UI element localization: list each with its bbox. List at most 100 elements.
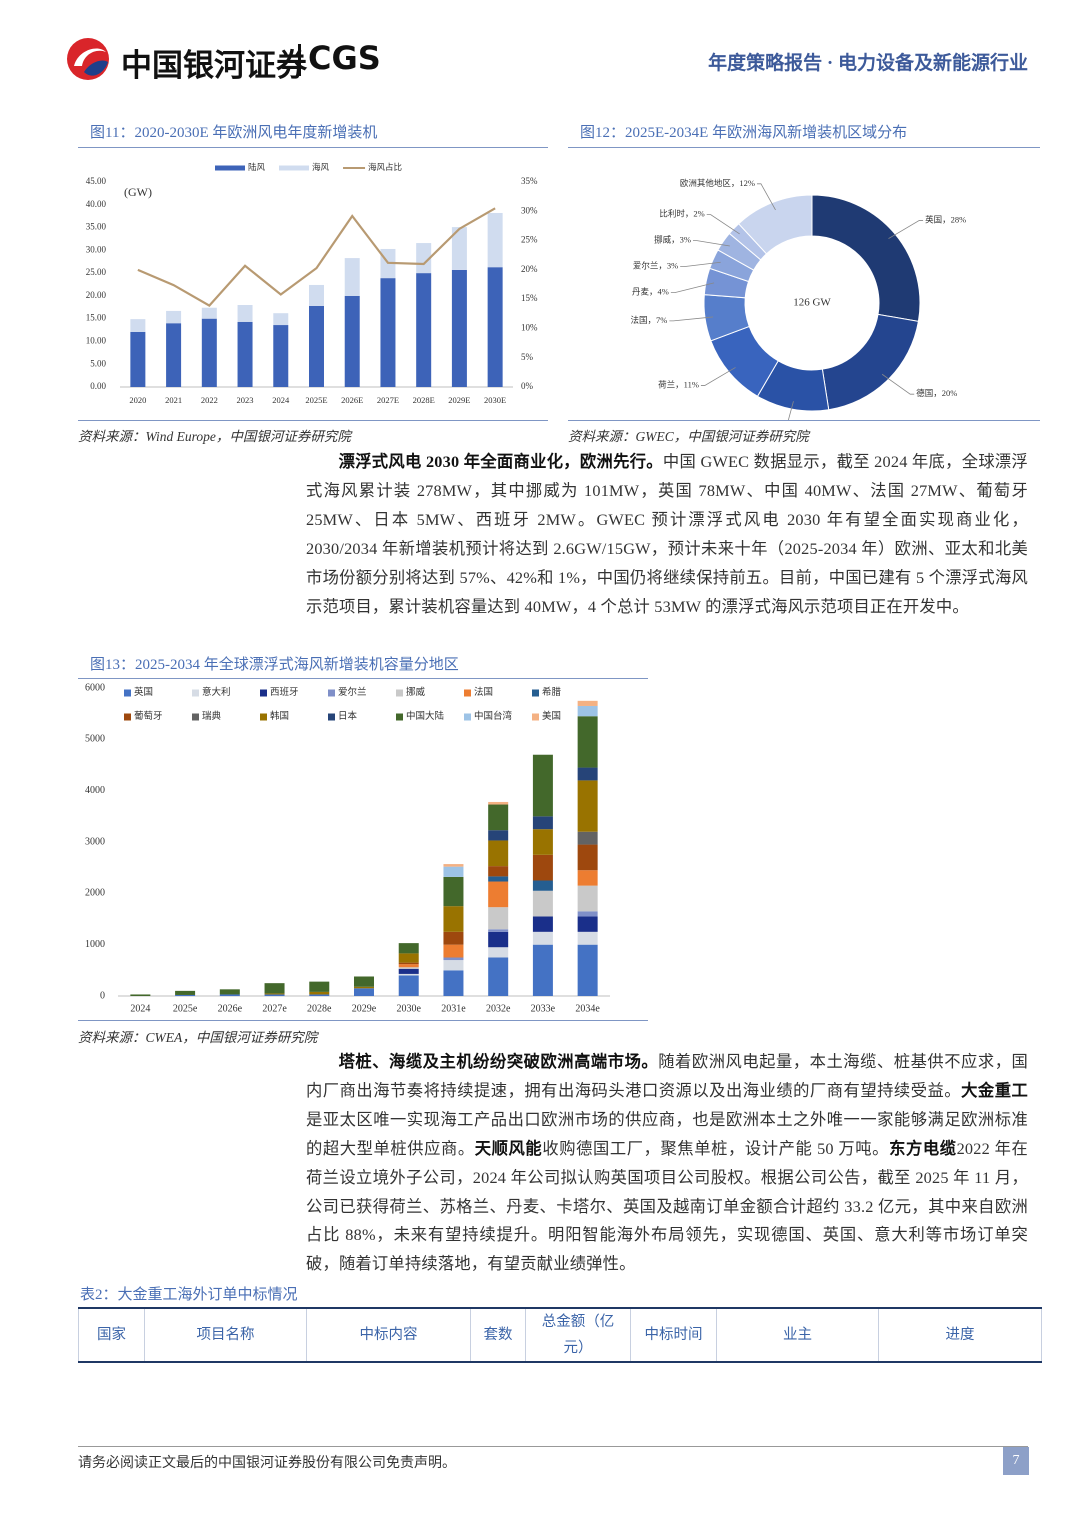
bar-segment: [416, 273, 432, 387]
pie-slice: [821, 313, 920, 411]
logo-cn: 中国银河证券: [121, 48, 307, 84]
text-run: 漂浮式风电 2030 年全面商业化，欧洲先行。: [338, 452, 663, 471]
bar-segment: [344, 295, 360, 387]
bar-segment: [237, 321, 253, 387]
x-tick-label: 2025e: [173, 1003, 198, 1014]
bar-segment: [398, 967, 419, 969]
bar-segment: [398, 962, 419, 965]
bar-segment: [532, 944, 553, 996]
bar-segment: [443, 957, 464, 961]
x-tick-label: 2028E: [413, 395, 435, 405]
y2-tick-label: 0%: [521, 381, 534, 391]
bar-segment: [219, 989, 240, 995]
logo-icon: [67, 38, 109, 80]
center-label: 126 GW: [793, 297, 831, 309]
text-run: 天顺风能: [474, 1138, 543, 1158]
y-tick-label: 5000: [85, 734, 105, 745]
logo-divider: [298, 44, 301, 76]
x-tick-label: 2030E: [484, 395, 506, 405]
y-tick-label: 15.00: [86, 313, 107, 323]
bar-segment: [532, 931, 553, 945]
x-tick-label: 2032e: [486, 1003, 511, 1014]
y2-tick-label: 30%: [521, 205, 538, 215]
figure-source: 资料来源：GWEC，中国银河证券研究院: [568, 429, 809, 444]
text-run: 中国 GWEC 数据显示，截至 2024 年底，全球漂浮式海风累计装 278MW…: [306, 452, 1028, 616]
bar-segment: [416, 243, 432, 274]
y-tick-label: 45.00: [86, 176, 107, 186]
bar-segment: [488, 840, 509, 867]
footer-disclaimer: 请务必阅读正文最后的中国银河证券股份有限公司免责声明。: [78, 1456, 456, 1471]
legend-label: 中国大陆: [406, 710, 445, 722]
bar-segment: [487, 267, 503, 387]
bar-segment: [577, 944, 598, 996]
legend-marker: [464, 713, 471, 721]
bar-segment: [488, 947, 509, 958]
bar-segment: [130, 994, 151, 996]
footer-rule: [78, 1446, 1028, 1447]
y-tick-label: 6000: [85, 682, 105, 693]
leader-line: [787, 401, 794, 420]
slice-label: 丹麦，4%: [632, 287, 669, 297]
bar-segment: [354, 976, 374, 987]
leader-line: [706, 214, 740, 235]
text-run: 塔桩、海缆及主机纷纷突破欧洲高端市场。: [338, 1052, 659, 1071]
bar-segment: [443, 906, 464, 932]
leader-line: [670, 282, 715, 294]
legend-marker: [260, 689, 267, 697]
slice-label: 荷兰，11%: [658, 379, 699, 389]
bar-segment: [166, 310, 182, 324]
y2-tick-label: 15%: [521, 293, 538, 303]
table-header-row: 国家 项目名称 中标内容 套数 总金额（亿元） 中标时间 业主 进度: [78, 1308, 1042, 1362]
y-tick-label: 30.00: [86, 244, 107, 254]
bar-segment: [443, 866, 464, 877]
legend-label: 美国: [542, 710, 561, 722]
bar-segment: [532, 854, 553, 881]
legend-marker: [260, 713, 267, 721]
y-tick-label: 40.00: [86, 199, 107, 209]
x-tick-label: 2024: [272, 395, 290, 405]
bar-segment: [201, 318, 217, 387]
y-tick-label: 3000: [85, 836, 105, 847]
bar-segment: [398, 975, 419, 996]
legend-label: 陆风: [248, 162, 266, 172]
bar-segment: [488, 957, 509, 996]
y-tick-label: 20.00: [86, 290, 107, 300]
table-header-cell: 套数: [470, 1308, 526, 1362]
y2-tick-label: 25%: [521, 235, 538, 245]
y-axis-label: (GW): [124, 185, 152, 199]
bar-segment: [219, 994, 240, 996]
table-header-cell: 业主: [716, 1308, 879, 1362]
chart: 0.00 5.00 10.00 15.00 20.00 25.00 30.00 35.00 40…: [78, 162, 548, 421]
bar-segment: [532, 816, 553, 830]
bar-segment: [488, 804, 509, 831]
leader-line: [888, 220, 924, 239]
bar-segment: [488, 931, 509, 948]
slice-label: 爱尔兰，3%: [633, 261, 678, 271]
y-tick-label: 35.00: [86, 222, 107, 232]
legend-marker: [279, 165, 310, 171]
bar-segment: [443, 944, 464, 958]
table-caption: 表2：大金重工海外订单中标情况: [80, 1287, 298, 1303]
legend-label: 希腊: [542, 686, 562, 698]
figure-source: 资料来源：CWEA，中国银河证券研究院: [78, 1030, 318, 1045]
legend-label: 葡萄牙: [134, 710, 163, 722]
legend-marker: [215, 165, 245, 171]
legend-marker: [532, 689, 539, 697]
y-tick-label: 0.00: [90, 381, 106, 391]
x-tick-label: 2024: [130, 1003, 150, 1014]
table-header-cell: 项目名称: [144, 1308, 307, 1362]
legend-label: 法国: [474, 686, 493, 698]
bar-segment: [577, 700, 598, 706]
legend-label: 韩国: [270, 710, 289, 722]
legend-marker: [124, 713, 131, 721]
logo-en: CGS: [308, 39, 381, 77]
x-tick-label: 2022: [201, 395, 218, 405]
x-tick-label: 2023: [237, 395, 254, 405]
text-run: 大金重工: [961, 1080, 1028, 1100]
x-tick-label: 2034e: [575, 1003, 600, 1014]
legend-marker: [192, 713, 199, 721]
bar-segment: [354, 988, 374, 996]
x-tick-label: 2027E: [377, 395, 399, 405]
bar-segment: [175, 994, 196, 996]
text-run: 随着欧洲风电起量，本土海缆、桩基供不应求，国内厂商出海节奏将持续提速，拥有出海码…: [306, 1052, 1028, 1100]
